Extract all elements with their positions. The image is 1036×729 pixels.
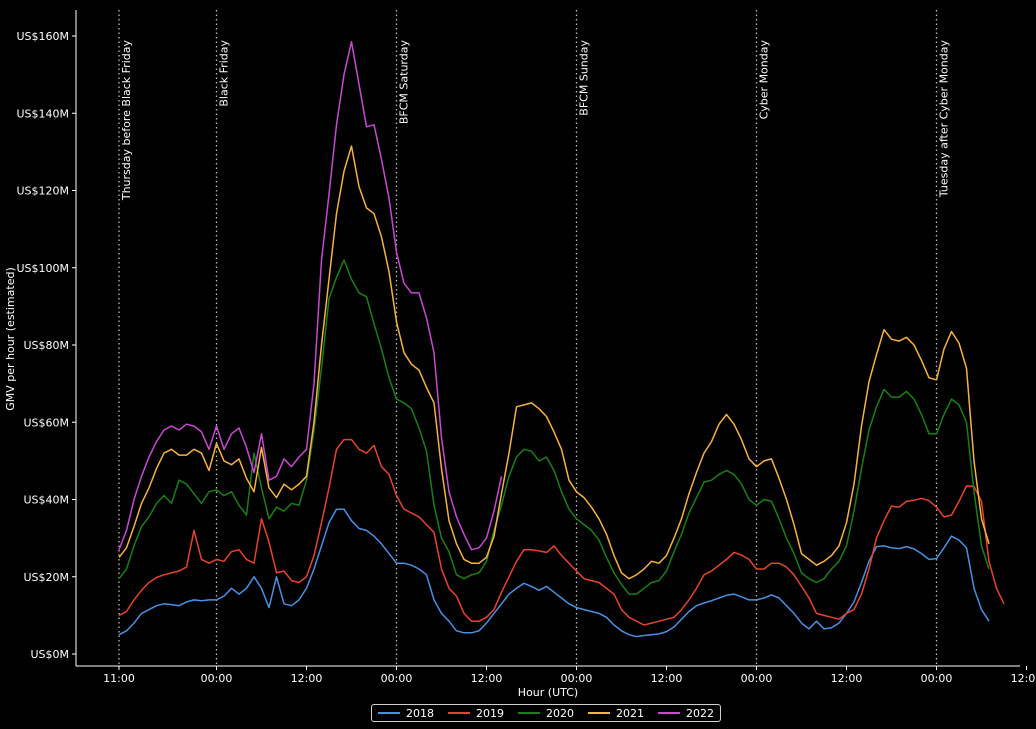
x-tick-label: 00:00 bbox=[921, 672, 953, 685]
legend: 2018 2019 2020 2021 2022 bbox=[371, 704, 721, 722]
event-label: BFCM Saturday bbox=[398, 40, 411, 125]
legend-swatch bbox=[658, 712, 680, 714]
event-label: BFCM Sunday bbox=[578, 40, 591, 116]
event-label: Tuesday after Cyber Monday bbox=[938, 40, 951, 199]
x-tick-label: 12:00 bbox=[471, 672, 503, 685]
series-line-2022 bbox=[118, 41, 503, 551]
series-line-2020 bbox=[118, 259, 990, 595]
event-label: Cyber Monday bbox=[758, 40, 771, 120]
series-line-2021 bbox=[118, 145, 990, 580]
legend-swatch bbox=[448, 712, 470, 714]
x-tick-label: 12:00 bbox=[651, 672, 683, 685]
y-tick-label: US$60M bbox=[23, 416, 69, 429]
y-tick-label: US$120M bbox=[16, 185, 69, 198]
x-axis-label: Hour (UTC) bbox=[518, 686, 578, 699]
x-tick-label: 11:00 bbox=[103, 672, 135, 685]
legend-item-2022: 2022 bbox=[658, 707, 714, 720]
x-tick-label: 12:00 bbox=[291, 672, 323, 685]
legend-swatch bbox=[588, 712, 610, 714]
y-tick-label: US$20M bbox=[23, 571, 69, 584]
y-tick-label: US$80M bbox=[23, 339, 69, 352]
y-tick-label: US$100M bbox=[16, 262, 69, 275]
y-axis-label: GMV per hour (estimated) bbox=[4, 267, 17, 410]
x-tick-label: 00:00 bbox=[381, 672, 413, 685]
series-line-2018 bbox=[118, 508, 990, 638]
event-label: Thursday before Black Friday bbox=[120, 40, 133, 202]
event-label: Black Friday bbox=[218, 40, 231, 107]
y-tick-label: US$40M bbox=[23, 494, 69, 507]
x-tick-label: 12:00 bbox=[831, 672, 863, 685]
legend-item-2020: 2020 bbox=[518, 707, 574, 720]
legend-item-2018: 2018 bbox=[378, 707, 434, 720]
legend-item-2021: 2021 bbox=[588, 707, 644, 720]
legend-label: 2019 bbox=[476, 706, 504, 720]
legend-label: 2020 bbox=[546, 706, 574, 720]
legend-label: 2018 bbox=[406, 706, 434, 720]
legend-label: 2021 bbox=[616, 706, 644, 720]
y-tick-label: US$160M bbox=[16, 30, 69, 43]
series-line-2019 bbox=[118, 438, 1005, 626]
x-tick-label: 00:00 bbox=[201, 672, 233, 685]
legend-swatch bbox=[378, 712, 400, 714]
legend-swatch bbox=[518, 712, 540, 714]
x-tick-label: 12:00 bbox=[1011, 672, 1036, 685]
x-tick-label: 00:00 bbox=[561, 672, 593, 685]
y-tick-label: US$140M bbox=[16, 107, 69, 120]
legend-label: 2022 bbox=[686, 706, 714, 720]
event-markers: Thursday before Black Friday Black Friday… bbox=[118, 10, 951, 666]
series-lines bbox=[118, 41, 1005, 638]
x-tick-label: 00:00 bbox=[741, 672, 773, 685]
axes: US$0M US$20M US$40M US$60M US$80M US$100M US$1… bbox=[16, 10, 1036, 685]
y-tick-label: US$0M bbox=[30, 648, 69, 661]
legend-item-2019: 2019 bbox=[448, 707, 504, 720]
